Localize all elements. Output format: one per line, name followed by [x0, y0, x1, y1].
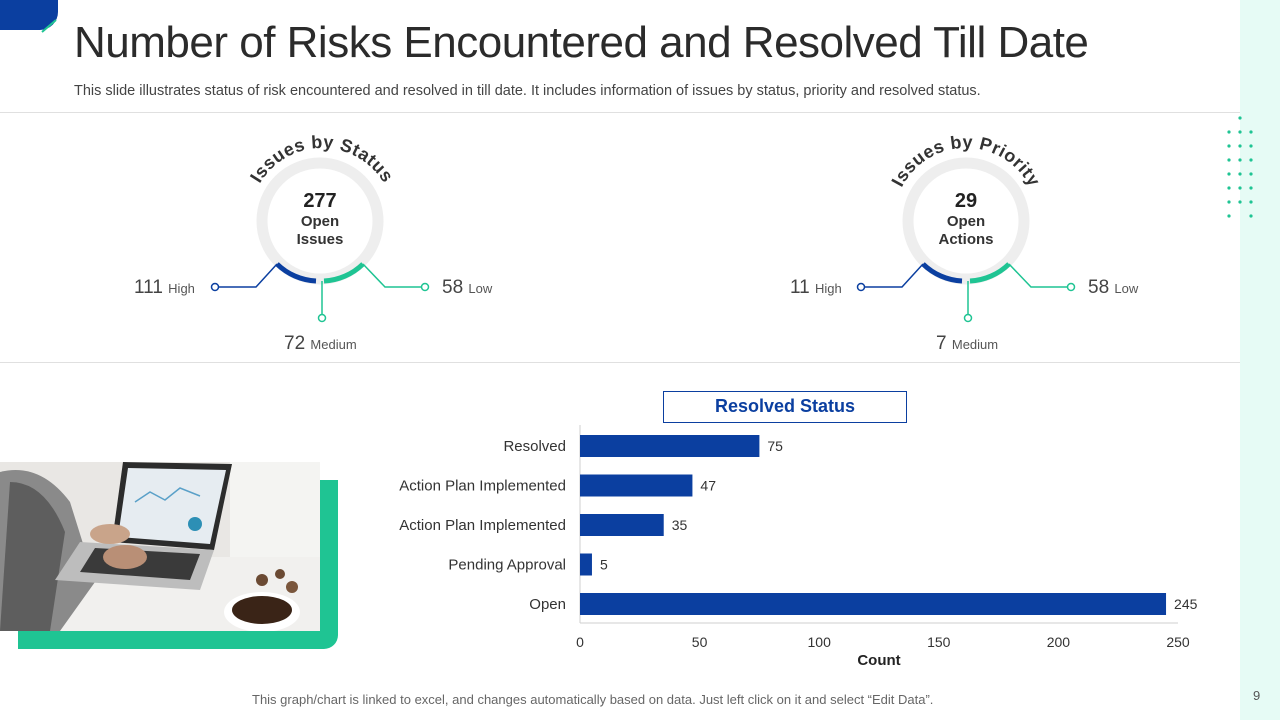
status-gauge-graphic: Issues by Status [210, 132, 430, 323]
status-high-value: 111 [134, 277, 163, 298]
status-center-label-2: Issues [296, 231, 344, 248]
dot-grid-decoration [1227, 116, 1253, 218]
status-low-label: Low [468, 281, 493, 296]
priority-low-stat: 58 Low [1088, 277, 1138, 299]
bar [580, 514, 664, 536]
priority-high-stat: 11 High [790, 277, 842, 299]
x-tick-label: 0 [576, 634, 584, 650]
status-high-label: High [168, 281, 195, 296]
page-number: 9 [1253, 688, 1261, 703]
priority-high-value: 11 [790, 277, 810, 298]
x-axis-label: Count [857, 652, 900, 669]
priority-low-value: 58 [1088, 277, 1110, 298]
category-label: Action Plan Implemented [399, 517, 566, 534]
resolved-status-bar-chart: Resolved Action Plan Implemented Action Pl… [399, 425, 1198, 669]
laptop-photo-illustration [0, 462, 320, 631]
x-tick-label: 200 [1047, 634, 1071, 650]
priority-medium-label: Medium [951, 337, 999, 352]
chart-title: Resolved Status [663, 391, 907, 423]
status-medium-stat: 72 Medium [284, 333, 357, 355]
corner-accent [0, 0, 58, 30]
priority-low-label: Low [1114, 281, 1139, 296]
top-divider [0, 112, 1240, 113]
right-accent-strip [1240, 0, 1280, 720]
bar [580, 474, 693, 497]
x-tick-label: 50 [692, 634, 708, 650]
priority-center-value: 29 [954, 190, 978, 212]
bar [580, 435, 760, 457]
value-labels: 75 47 35 5 245 [600, 438, 1198, 612]
x-tick-label: 150 [927, 634, 951, 650]
x-tick-labels: 0 50 100 150 200 250 [576, 634, 1190, 650]
bar [580, 553, 592, 576]
page-title: Number of Risks Encountered and Resolved… [74, 18, 1089, 67]
page-subtitle: This slide illustrates status of risk en… [74, 83, 981, 99]
laptop-photo [0, 462, 320, 631]
value-label: 75 [767, 438, 783, 454]
middle-divider [0, 362, 1240, 363]
status-high-stat: 111 High [134, 277, 195, 299]
x-tick-label: 100 [808, 634, 832, 650]
priority-high-label: High [815, 281, 842, 296]
value-label: 5 [600, 557, 608, 573]
status-low-stat: 58 Low [442, 277, 492, 299]
category-label: Pending Approval [448, 557, 566, 574]
footer-note: This graph/chart is linked to excel, and… [252, 692, 934, 707]
priority-medium-stat: 7 Medium [936, 333, 998, 355]
priority-medium-value: 7 [936, 333, 947, 354]
value-label: 35 [672, 517, 688, 533]
priority-gauge-graphic: Issues by Priority [856, 132, 1076, 323]
bar [580, 593, 1167, 615]
category-label: Action Plan Implemented [399, 478, 566, 495]
status-center-label-1: Open [300, 213, 340, 230]
status-center-value: 277 [303, 190, 337, 212]
value-label: 245 [1174, 596, 1198, 612]
bars-layer [579, 425, 1178, 624]
x-tick-label: 250 [1166, 634, 1190, 650]
category-labels: Resolved Action Plan Implemented Action Pl… [399, 438, 566, 613]
corner-slash-icon [41, 19, 57, 33]
category-label: Resolved [503, 438, 566, 455]
status-low-value: 58 [442, 277, 464, 298]
status-medium-label: Medium [310, 337, 357, 352]
priority-center-label-2: Actions [938, 231, 994, 248]
value-label: 47 [700, 478, 716, 494]
status-medium-value: 72 [284, 333, 306, 354]
category-label: Open [529, 596, 566, 613]
priority-center-label-1: Open [946, 213, 986, 230]
